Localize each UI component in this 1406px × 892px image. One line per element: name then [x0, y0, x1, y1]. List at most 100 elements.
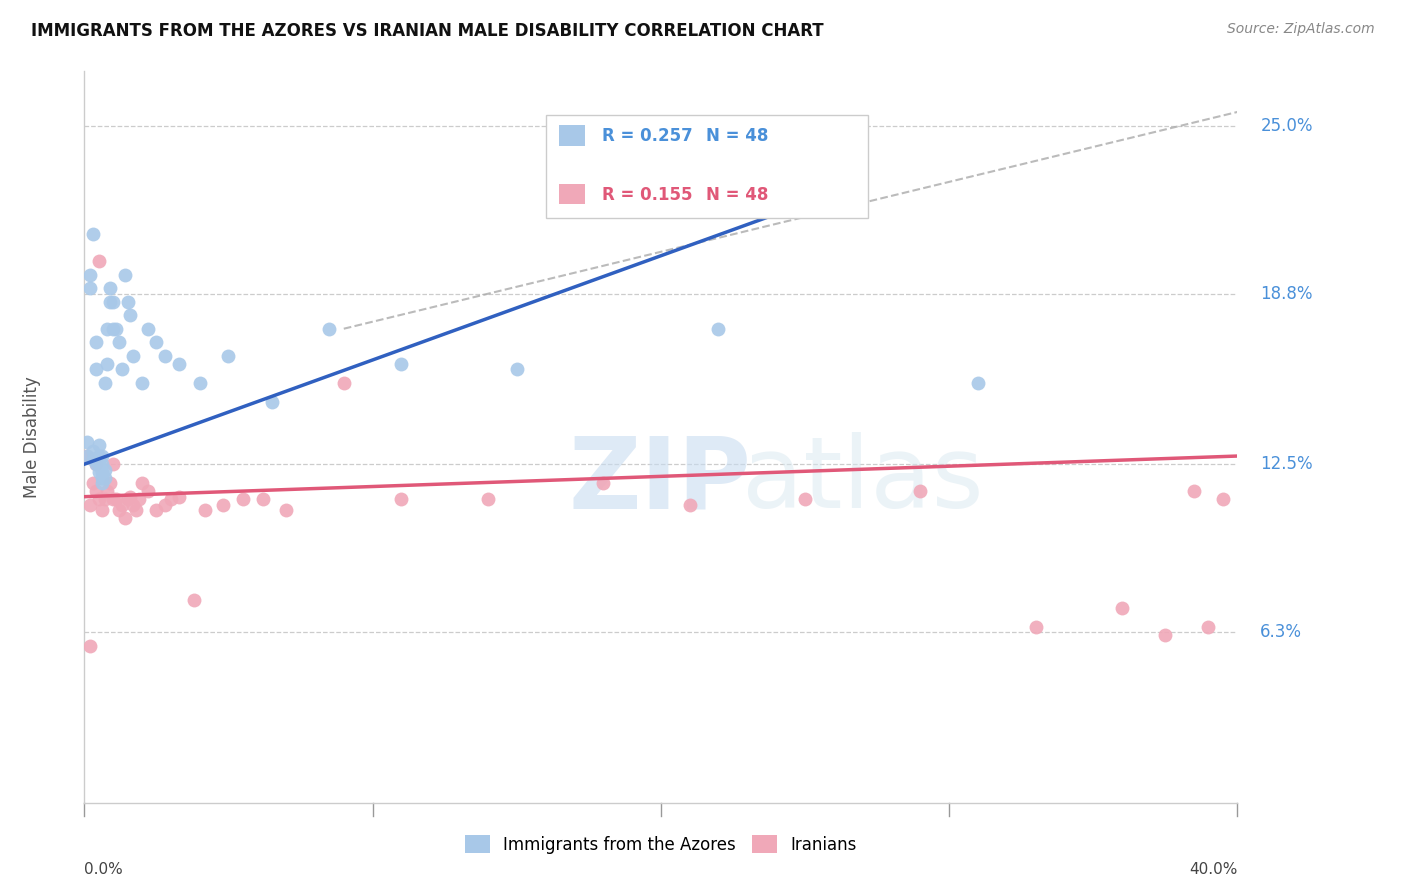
Point: [194, 503, 217, 517]
Point: [93, 471, 115, 485]
Point: [160, 492, 183, 507]
Point: [477, 492, 499, 507]
Point: [145, 503, 167, 517]
Point: [794, 492, 817, 507]
Text: 0.0%: 0.0%: [84, 863, 124, 878]
Point: [218, 349, 240, 363]
Point: [114, 511, 136, 525]
Point: [98, 281, 121, 295]
Point: [131, 376, 153, 390]
Point: [318, 322, 340, 336]
Text: 40.0%: 40.0%: [1189, 863, 1237, 878]
Point: [117, 294, 139, 309]
Point: [96, 484, 118, 499]
Point: [87, 492, 110, 507]
Point: [87, 457, 110, 471]
Point: [120, 308, 142, 322]
Point: [111, 362, 134, 376]
Point: [105, 322, 128, 336]
Point: [136, 484, 159, 499]
Point: [105, 492, 128, 507]
Point: [111, 498, 134, 512]
Point: [391, 357, 413, 371]
Point: [87, 254, 110, 268]
Point: [96, 357, 118, 371]
Point: [84, 362, 107, 376]
Text: 12.5%: 12.5%: [1260, 455, 1313, 473]
Point: [131, 476, 153, 491]
Point: [93, 462, 115, 476]
Point: [90, 471, 112, 485]
Point: [117, 492, 139, 507]
Point: [169, 490, 191, 504]
Point: [93, 492, 115, 507]
Point: [108, 335, 131, 350]
Text: atlas: atlas: [741, 433, 983, 530]
Text: Source: ZipAtlas.com: Source: ZipAtlas.com: [1227, 22, 1375, 37]
Point: [260, 395, 283, 409]
Point: [87, 438, 110, 452]
Point: [1025, 620, 1047, 634]
Point: [252, 492, 274, 507]
Point: [98, 294, 121, 309]
Point: [188, 376, 211, 390]
Point: [153, 349, 176, 363]
Point: [910, 484, 932, 499]
Text: 18.8%: 18.8%: [1260, 285, 1313, 302]
Point: [122, 498, 145, 512]
Point: [232, 492, 254, 507]
Point: [79, 639, 101, 653]
Point: [1154, 628, 1177, 642]
Point: [169, 357, 191, 371]
Point: [90, 476, 112, 491]
Point: [967, 376, 990, 390]
Point: [82, 227, 104, 241]
Text: IMMIGRANTS FROM THE AZORES VS IRANIAN MALE DISABILITY CORRELATION CHART: IMMIGRANTS FROM THE AZORES VS IRANIAN MA…: [31, 22, 824, 40]
Point: [333, 376, 356, 390]
Point: [76, 435, 98, 450]
Point: [103, 457, 124, 471]
Point: [108, 503, 131, 517]
Point: [103, 492, 124, 507]
Point: [79, 268, 101, 282]
Point: [90, 457, 112, 471]
Point: [90, 503, 112, 517]
Point: [183, 592, 205, 607]
Point: [1212, 492, 1234, 507]
Point: [153, 498, 176, 512]
Text: Male Disability: Male Disability: [24, 376, 42, 498]
FancyBboxPatch shape: [560, 184, 585, 204]
Text: 25.0%: 25.0%: [1260, 117, 1313, 135]
Point: [1198, 620, 1220, 634]
Text: N = 48: N = 48: [706, 186, 768, 204]
Point: [136, 322, 159, 336]
Text: 6.3%: 6.3%: [1260, 624, 1302, 641]
Point: [84, 335, 107, 350]
Point: [82, 443, 104, 458]
Point: [211, 498, 233, 512]
Point: [276, 503, 298, 517]
Text: ZIP: ZIP: [568, 433, 751, 530]
Point: [76, 449, 98, 463]
Point: [82, 476, 104, 491]
Point: [84, 484, 107, 499]
Point: [93, 376, 115, 390]
Point: [114, 268, 136, 282]
Point: [592, 476, 614, 491]
Text: R = 0.257: R = 0.257: [602, 128, 693, 145]
Point: [87, 465, 110, 479]
Point: [679, 498, 702, 512]
Point: [79, 498, 101, 512]
Point: [125, 503, 148, 517]
Point: [120, 490, 142, 504]
Point: [145, 335, 167, 350]
Point: [82, 451, 104, 466]
Point: [1111, 600, 1133, 615]
Point: [103, 322, 124, 336]
Point: [84, 457, 107, 471]
Point: [90, 449, 112, 463]
Legend: Immigrants from the Azores, Iranians: Immigrants from the Azores, Iranians: [458, 829, 863, 860]
Point: [707, 322, 730, 336]
Point: [103, 294, 124, 309]
Point: [87, 449, 110, 463]
